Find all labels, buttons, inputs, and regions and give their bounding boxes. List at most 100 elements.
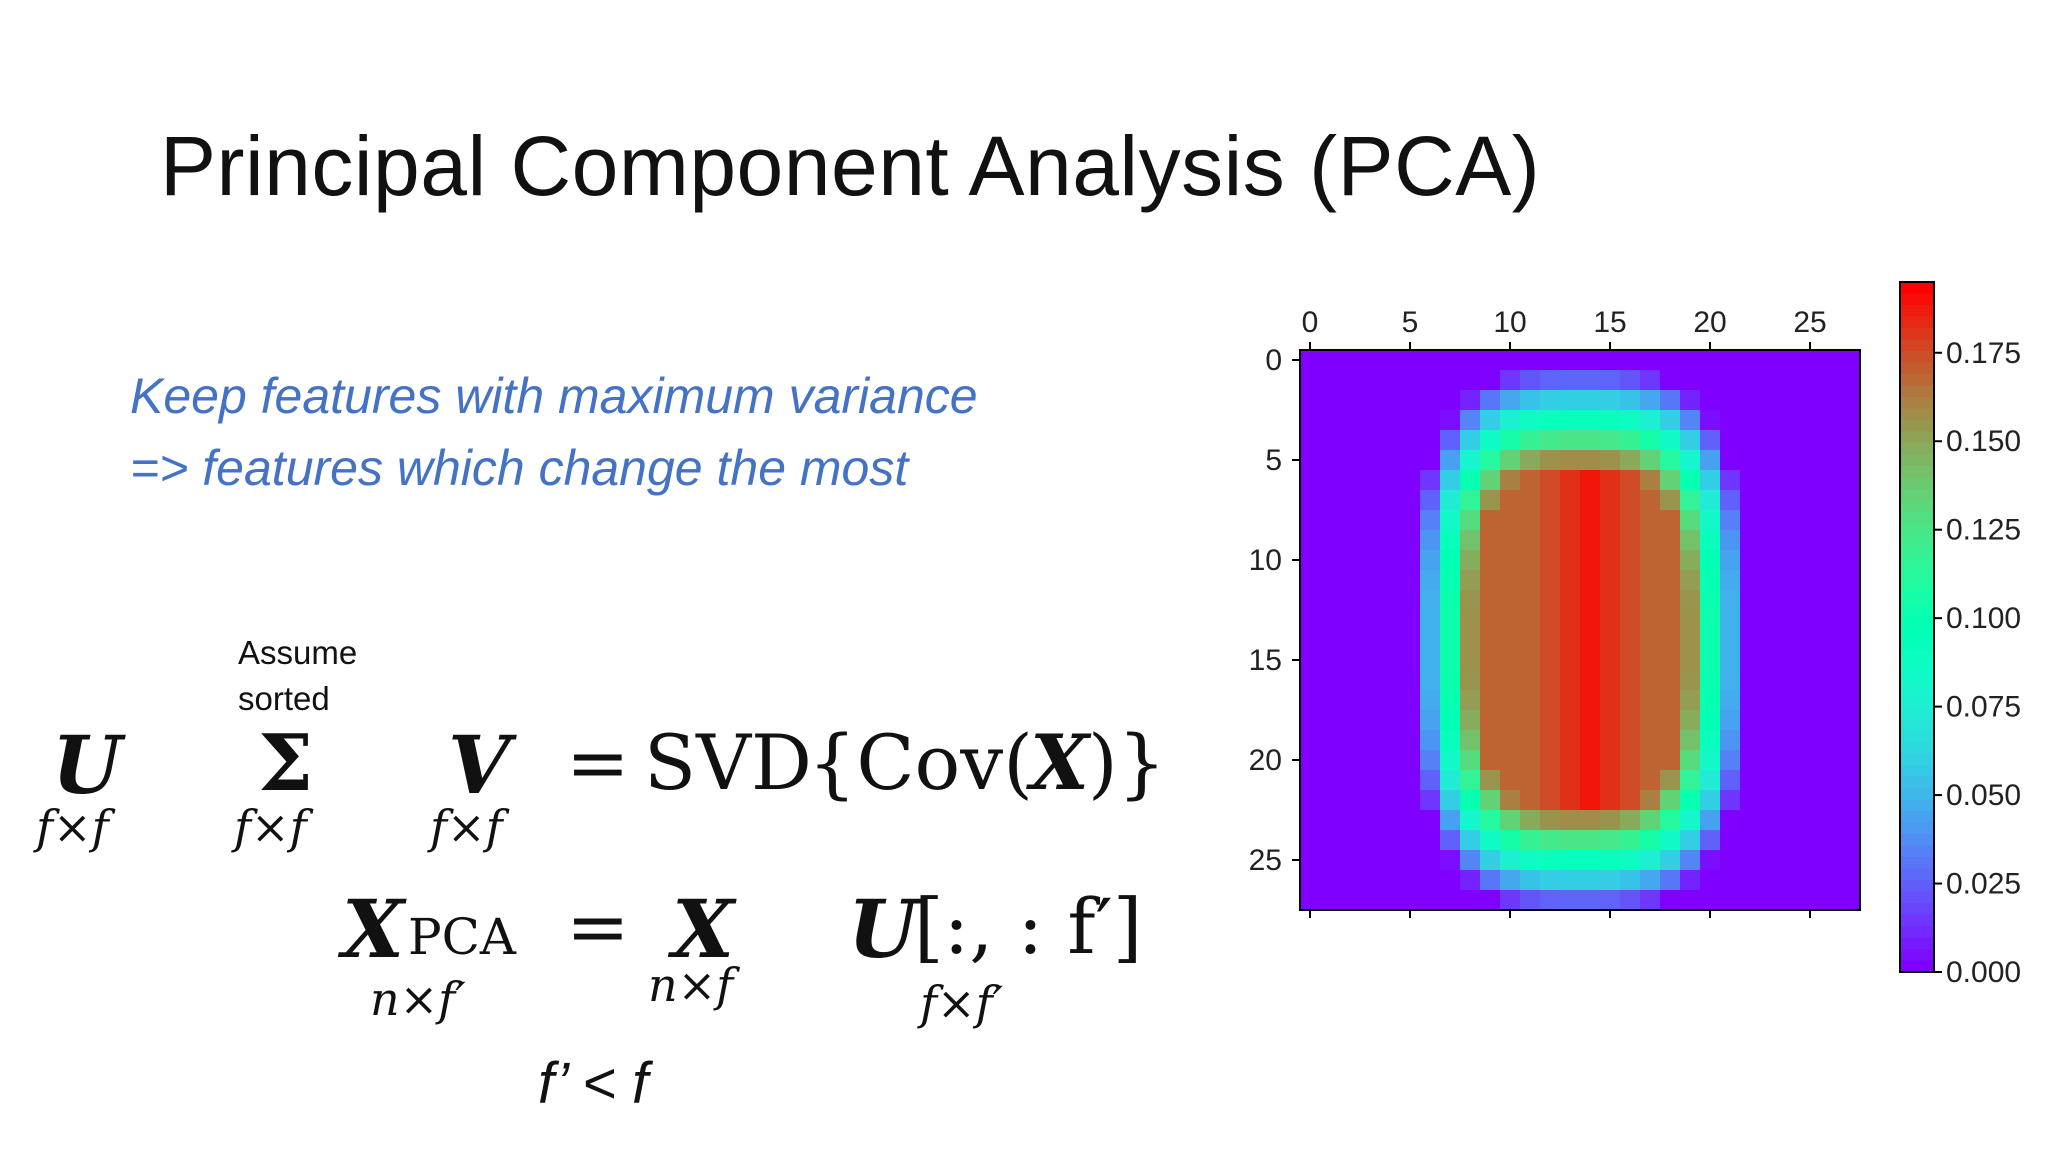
heatmap-cell xyxy=(1460,590,1481,611)
heatmap-cell xyxy=(1600,730,1621,751)
heatmap-cell xyxy=(1320,710,1341,731)
heatmap-cell xyxy=(1660,450,1681,471)
heatmap-cell xyxy=(1340,590,1361,611)
heatmap-cell xyxy=(1680,630,1701,651)
heatmap-cell xyxy=(1660,550,1681,571)
heatmap-cell xyxy=(1660,810,1681,831)
heatmap-cell xyxy=(1740,570,1761,591)
heatmap-cell xyxy=(1320,630,1341,651)
heatmap-cell xyxy=(1400,790,1421,811)
colorbar-segment xyxy=(1900,719,1934,732)
heatmap-cell xyxy=(1700,670,1721,691)
heatmap-cell xyxy=(1380,530,1401,551)
heatmap-cell xyxy=(1540,570,1561,591)
heatmap-cell xyxy=(1300,430,1321,451)
heatmap-cell xyxy=(1660,510,1681,531)
x-tick-label: 20 xyxy=(1693,306,1726,339)
heatmap-cell xyxy=(1600,870,1621,891)
heatmap-cell xyxy=(1340,750,1361,771)
colorbar-segment xyxy=(1900,489,1934,502)
colorbar-segment xyxy=(1900,891,1934,904)
heatmap-cell xyxy=(1680,730,1701,751)
note-line-1: Assume xyxy=(238,634,358,671)
heatmap-cell xyxy=(1440,570,1461,591)
heatmap-cell xyxy=(1400,850,1421,871)
heatmap-cell xyxy=(1660,590,1681,611)
heatmap-cell xyxy=(1320,810,1341,831)
x-tick-label: 5 xyxy=(1402,306,1419,339)
heatmap-cell xyxy=(1480,370,1501,391)
heatmap-cell xyxy=(1580,410,1601,431)
heatmap-cell xyxy=(1380,550,1401,571)
heatmap-cell xyxy=(1380,570,1401,591)
heatmap-cell xyxy=(1420,710,1441,731)
colorbar-segment xyxy=(1900,431,1934,444)
heatmap-cell xyxy=(1700,830,1721,851)
heatmap-cell xyxy=(1420,750,1441,771)
heatmap-cell xyxy=(1380,490,1401,511)
heatmap-cell xyxy=(1460,890,1481,911)
matrix-sigma: Σ xyxy=(258,718,314,809)
heatmap-cell xyxy=(1720,430,1741,451)
heatmap-cell xyxy=(1360,390,1381,411)
heatmap-cell xyxy=(1500,750,1521,771)
heatmap-cell xyxy=(1720,790,1741,811)
heatmap-cell xyxy=(1440,470,1461,491)
colorbar-segment xyxy=(1900,811,1934,824)
heatmap-cell xyxy=(1660,850,1681,871)
heatmap-cell xyxy=(1400,670,1421,691)
heatmap-cell xyxy=(1840,390,1861,411)
heatmap-cell xyxy=(1820,550,1841,571)
heatmap-cell xyxy=(1840,510,1861,531)
heatmap-cell xyxy=(1360,550,1381,571)
heatmap-cell xyxy=(1580,530,1601,551)
heatmap-cell xyxy=(1820,610,1841,631)
colorbar-segment xyxy=(1900,903,1934,916)
heatmap-cell xyxy=(1300,570,1321,591)
heatmap-cell xyxy=(1340,870,1361,891)
heatmap-cell xyxy=(1640,870,1661,891)
heatmap-cell xyxy=(1700,850,1721,871)
heatmap-cell xyxy=(1460,850,1481,871)
heatmap-cell xyxy=(1540,830,1561,851)
heatmap-cell xyxy=(1400,870,1421,891)
heatmap-cell xyxy=(1300,370,1321,391)
colorbar-segment xyxy=(1900,638,1934,651)
heatmap-cell xyxy=(1740,450,1761,471)
heatmap-cell xyxy=(1380,730,1401,751)
heatmap-cell xyxy=(1700,570,1721,591)
heatmap-cell xyxy=(1740,810,1761,831)
heatmap-cell xyxy=(1660,710,1681,731)
heatmap-cell xyxy=(1800,450,1821,471)
heatmap-cell xyxy=(1480,750,1501,771)
heatmap-cell xyxy=(1500,590,1521,611)
heatmap-cell xyxy=(1740,670,1761,691)
heatmap-cell xyxy=(1540,690,1561,711)
heatmap-cell xyxy=(1780,430,1801,451)
heatmap-cell xyxy=(1640,690,1661,711)
heatmap-cell xyxy=(1320,390,1341,411)
heatmap-cell xyxy=(1840,470,1861,491)
heatmap-cell xyxy=(1680,390,1701,411)
heatmap-cell xyxy=(1340,370,1361,391)
heatmap-cell xyxy=(1620,610,1641,631)
heatmap-cell xyxy=(1340,830,1361,851)
heatmap-cell xyxy=(1340,550,1361,571)
heatmap-cell xyxy=(1620,370,1641,391)
heatmap-cell xyxy=(1400,490,1421,511)
heatmap-cell xyxy=(1420,770,1441,791)
u-truncated-dims: f×f′ xyxy=(920,976,1004,1030)
heatmap-cell xyxy=(1640,490,1661,511)
heatmap-cell xyxy=(1800,430,1821,451)
colorbar-segment xyxy=(1900,868,1934,881)
heatmap-cell xyxy=(1440,710,1461,731)
colorbar-segment xyxy=(1900,937,1934,950)
heatmap-cell xyxy=(1600,790,1621,811)
heatmap-cell xyxy=(1720,670,1741,691)
heatmap-cell xyxy=(1800,730,1821,751)
heatmap-cell xyxy=(1820,730,1841,751)
heatmap-cell xyxy=(1500,430,1521,451)
heatmap-cell xyxy=(1560,890,1581,911)
heatmap-cell xyxy=(1440,450,1461,471)
heatmap-cell xyxy=(1720,850,1741,871)
